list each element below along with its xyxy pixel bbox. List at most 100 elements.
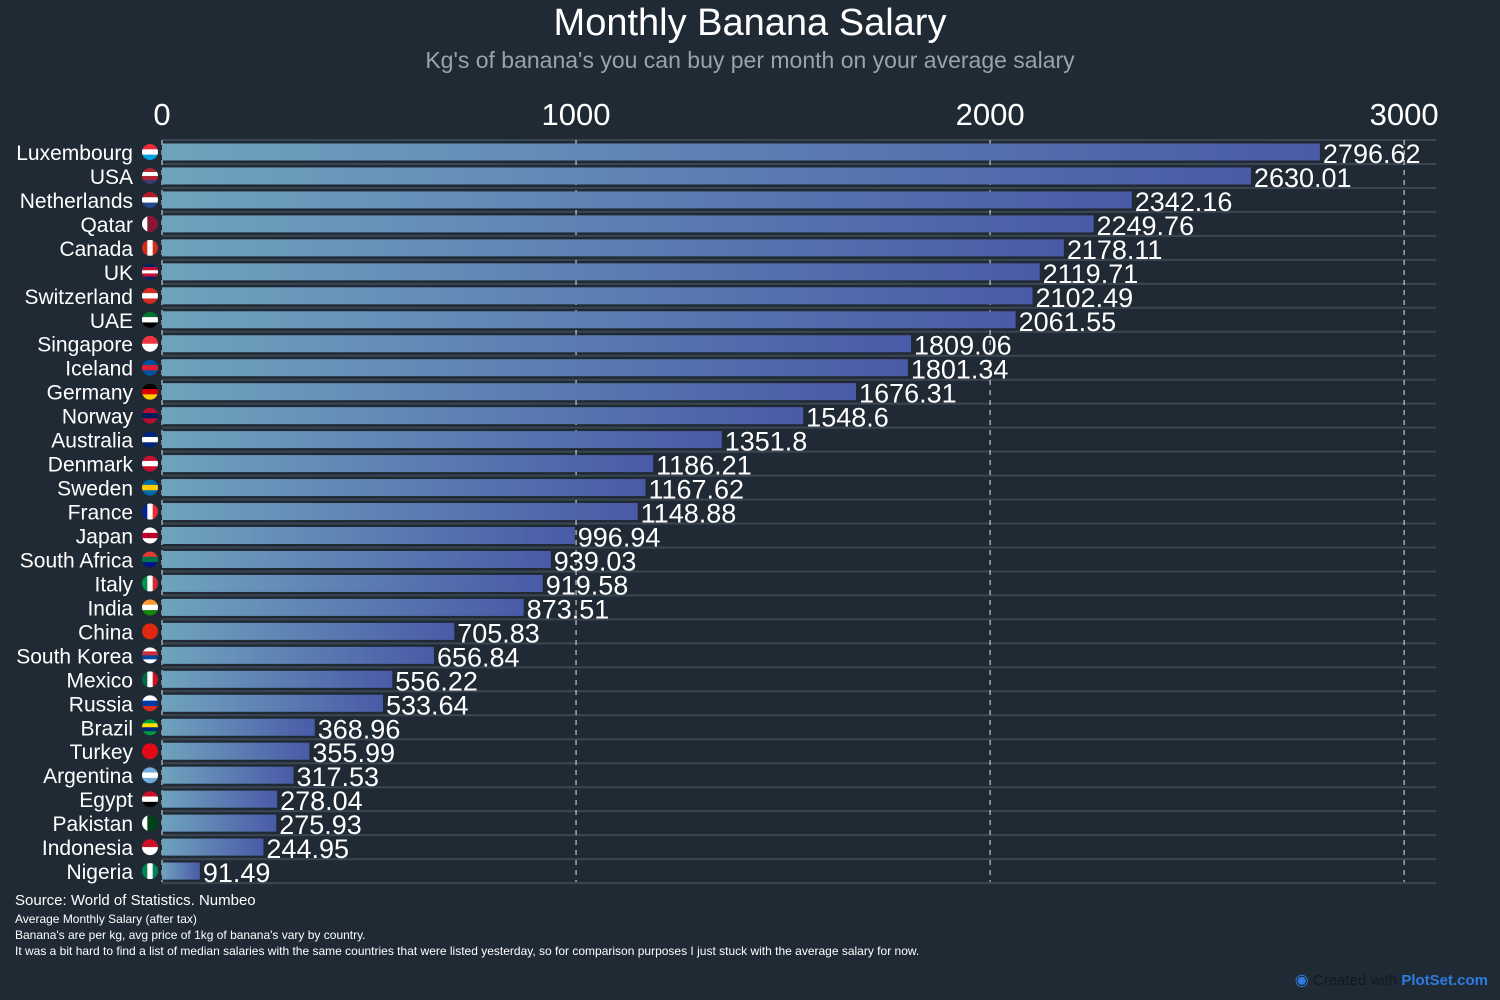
flag-icon [142,479,158,496]
flag-stripe [142,466,158,472]
flag-stripe [142,503,148,520]
flag-icon [142,551,158,568]
data-label: 1801.34 [911,355,1009,385]
flag-stripe [152,215,158,232]
category-label: Qatar [80,214,133,237]
bar [162,814,277,832]
data-label: 2102.49 [1036,283,1134,313]
bar [162,407,804,425]
bar [162,215,1094,233]
flag-stripe [142,527,158,534]
flag-stripe [142,659,158,664]
flag-stripe [142,267,158,271]
flag-stripe [142,287,158,294]
flag-stripe [142,359,158,366]
plotset-credit[interactable]: ◉ Created with PlotSet.com [1295,970,1488,990]
flag-icon [142,527,158,544]
flag-stripe [142,671,148,688]
flag-stripe [142,322,158,328]
bar [162,503,638,521]
data-label: 91.49 [203,858,271,888]
flag-stripe [142,394,158,400]
flag-stripe [142,863,148,880]
flag-icon [142,143,158,160]
flag-stripe [142,538,158,544]
flag-stripe [142,700,158,707]
data-label: 2249.76 [1096,211,1194,241]
flag-stripe [142,154,158,160]
data-label: 2119.71 [1043,259,1139,289]
flag-stripe [142,647,158,652]
category-label: Egypt [79,789,133,812]
flag-icon [142,359,158,376]
flag-icon [142,287,158,304]
flag-icon [142,767,158,784]
flag-stripe [142,604,158,611]
data-label: 278.04 [280,786,363,816]
flag-icon [142,263,158,280]
data-label: 656.84 [437,642,520,672]
footnote: Banana's are per kg, avg price of 1kg of… [15,928,366,942]
flag-stripe [142,562,158,568]
flag-stripe [142,239,148,256]
data-label: 1676.31 [859,379,957,409]
flag-stripe [142,167,158,173]
category-label: Luxembourg [16,142,133,165]
flag-stripe [152,575,158,592]
flag-stripe [142,743,158,752]
flag-icon [142,671,158,688]
flag-stripe [142,767,158,774]
bar [162,527,575,545]
flag-icon [142,599,158,616]
data-label: 919.58 [546,570,629,600]
flag-stripe [142,202,158,208]
flag-stripe [152,503,158,520]
data-label: 1809.06 [914,331,1012,361]
category-label: Netherlands [20,190,133,213]
category-label: Turkey [70,741,134,764]
flag-icon [142,215,158,232]
category-label: USA [90,166,133,189]
flag-stripe [142,311,158,318]
flag-stripe [142,575,148,592]
flag-stripe [142,727,158,732]
bar [162,239,1064,257]
data-label: 2061.55 [1019,307,1117,337]
flag-stripe [142,455,158,462]
flag-stripe [142,179,158,184]
flag-stripe [142,436,158,443]
flag-stripe [142,695,158,702]
data-label: 1167.62 [648,475,744,505]
flag-stripe [142,383,158,390]
bar [162,431,722,449]
flag-stripe [147,503,154,520]
bar [162,838,264,856]
flag-icon [142,623,158,640]
category-label: India [87,597,133,620]
data-label: 1351.8 [725,427,808,457]
flag-stripe [142,839,158,848]
bar [162,191,1132,209]
x-tick-label: 2000 [956,97,1025,132]
data-label: 1186.21 [656,451,752,481]
data-label: 355.99 [312,738,395,768]
bar [162,718,315,736]
data-label: 556.22 [395,666,478,696]
data-label: 368.96 [318,714,401,744]
flag-icon [142,167,158,184]
data-label: 705.83 [457,618,540,648]
flag-stripe [147,863,154,880]
flag-stripe [147,815,154,832]
flag-stripe [142,273,158,278]
category-label: Norway [62,406,134,429]
flag-stripe [142,365,158,371]
flag-stripe [142,777,158,784]
category-label: Germany [47,382,134,405]
bar [162,766,294,784]
bar [162,263,1040,281]
flag-stripe [142,407,158,414]
flag-stripe [142,270,158,274]
flag-stripe [142,772,158,779]
category-label: Iceland [65,358,133,381]
category-label: Indonesia [42,837,133,860]
